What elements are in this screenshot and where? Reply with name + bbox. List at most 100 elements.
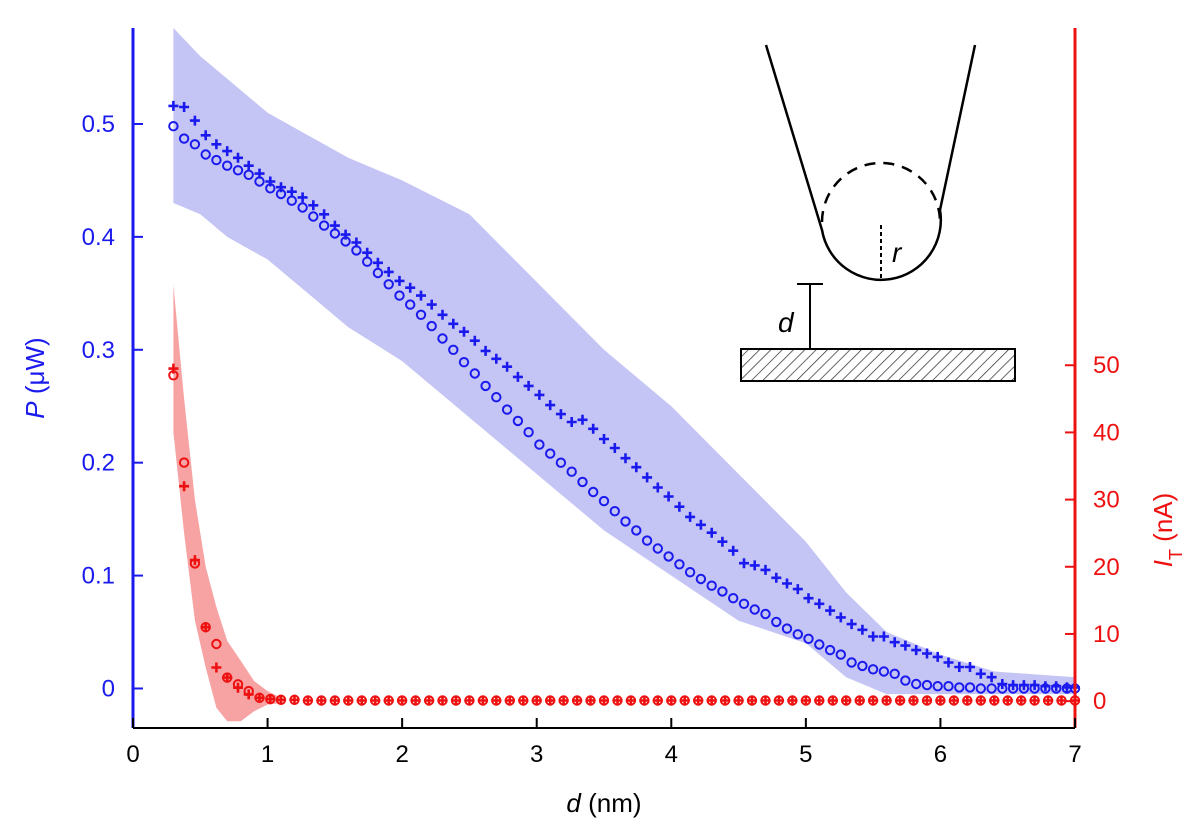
power-circle-point [372, 267, 384, 279]
current-circle-point [254, 692, 265, 703]
data-points [168, 100, 1081, 706]
left-axis-title: P (μW) [20, 337, 50, 418]
current-circle-point [518, 695, 529, 706]
power-plus-point [642, 472, 653, 483]
current-circle-point [222, 672, 233, 683]
power-plus-point [868, 631, 879, 642]
power-circle-point [469, 368, 480, 379]
power-circle-point [975, 683, 986, 694]
power-circle-point [588, 486, 599, 498]
right-tick-label: 50 [1093, 352, 1120, 379]
power-circle-point [814, 639, 825, 650]
power-circle-point [211, 154, 222, 166]
power-plus-point [480, 345, 491, 356]
power-plus-point [286, 186, 297, 197]
power-circle-point [275, 188, 287, 200]
power-circle-point [491, 392, 502, 403]
current-circle-point [639, 695, 650, 706]
power-circle-point [620, 516, 631, 527]
power-circle-point [781, 623, 793, 634]
current-circle-point [666, 695, 677, 706]
current-plus-point [179, 481, 190, 492]
power-circle-point [448, 344, 459, 355]
power-circle-point [394, 290, 405, 301]
current-circle-point [545, 695, 556, 706]
current-circle-point [908, 695, 919, 706]
power-plus-point [405, 282, 416, 293]
power-circle-point [189, 139, 201, 150]
power-plus-point [857, 624, 868, 635]
current-circle-point [948, 695, 960, 706]
left-tick-label: 0.1 [82, 563, 115, 590]
power-plus-point [459, 326, 469, 337]
power-plus-point [803, 593, 814, 604]
power-circle-point [545, 448, 556, 459]
power-circle-point [577, 476, 588, 488]
power-plus-point [728, 545, 739, 556]
power-circle-point [351, 245, 362, 256]
power-plus-point [394, 275, 405, 286]
power-circle-point [641, 535, 653, 546]
power-circle-point [534, 439, 545, 450]
right-axis-subscript: T [1166, 549, 1186, 560]
left-tick-label: 0.4 [82, 224, 115, 251]
current-circle-point [275, 694, 287, 705]
current-circle-point [396, 695, 408, 706]
x-tick-label: 2 [395, 741, 408, 768]
power-circle-point [405, 299, 416, 310]
power-band [173, 28, 1075, 695]
power-plus-point [943, 657, 954, 668]
power-plus-point [383, 266, 394, 277]
power-circle-point [178, 133, 190, 144]
current-circle-point [370, 695, 381, 706]
power-plus-point [426, 299, 437, 310]
left-axis-symbol: P [20, 401, 50, 419]
current-circle-point [962, 695, 973, 706]
radius-label: r [892, 237, 903, 268]
power-circle-point [921, 679, 933, 691]
power-plus-point [416, 290, 426, 301]
power-circle-point [555, 457, 567, 468]
power-plus-point [545, 400, 556, 411]
current-circle-point [921, 695, 933, 706]
current-circle-point [232, 679, 244, 690]
power-plus-point [555, 409, 566, 420]
power-circle-point [835, 649, 846, 660]
power-circle-point [340, 236, 351, 247]
x-tick-label: 6 [934, 741, 947, 768]
x-tick-label: 5 [799, 741, 812, 768]
power-plus-point [534, 389, 545, 400]
current-circle-point [450, 695, 462, 706]
power-circle-point [1007, 683, 1019, 694]
power-plus-point [189, 115, 200, 126]
power-circle-point [598, 495, 610, 507]
current-circle-point [854, 695, 865, 706]
current-circle-point [894, 695, 906, 706]
power-circle-point [243, 169, 254, 181]
power-plus-point [878, 631, 889, 642]
current-plus-point [211, 662, 222, 673]
current-circle-point [706, 695, 717, 706]
power-plus-point [695, 519, 706, 530]
power-circle-point [254, 176, 265, 187]
power-circle-point [684, 567, 696, 578]
current-circle-point [760, 695, 771, 706]
power-circle-point [318, 220, 330, 231]
current-circle-point [827, 695, 838, 706]
power-plus-point [437, 309, 448, 320]
power-circle-point [297, 202, 308, 213]
power-circle-point [695, 573, 707, 585]
power-plus-point [652, 482, 663, 493]
power-circle-point [265, 183, 276, 194]
current-circle-point [719, 695, 731, 706]
power-circle-point [857, 660, 868, 672]
power-circle-point [889, 668, 900, 679]
power-circle-point [362, 256, 373, 267]
power-circle-point [566, 466, 577, 477]
power-circle-point [728, 593, 739, 604]
current-circle-point [1042, 695, 1054, 706]
power-plus-point [200, 130, 211, 141]
current-circle-point [437, 695, 448, 706]
current-circle-point [773, 695, 785, 706]
